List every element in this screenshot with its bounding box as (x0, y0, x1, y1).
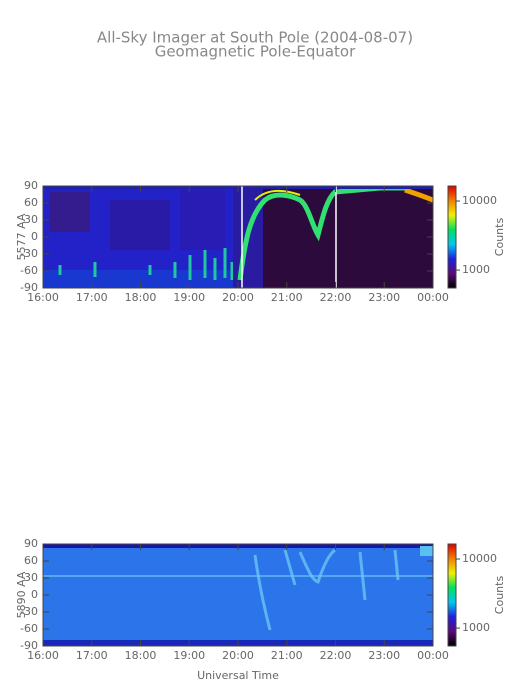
x-tick-label: 21:00 (271, 649, 303, 662)
x-tick-label: 22:00 (320, 291, 352, 304)
y-tick-label: 90 (24, 537, 38, 550)
x-tick-label: 21:00 (271, 291, 303, 304)
colorbar-tick-label: 10000 (462, 194, 497, 207)
chart-subtitle: Geomagnetic Pole-Equator (155, 43, 356, 61)
x-tick-label: 16:00 (27, 649, 59, 662)
y-tick-label: -30 (20, 247, 38, 260)
colorbar (447, 543, 457, 647)
colorbar-label: Counts (493, 218, 506, 257)
x-tick-label: 18:00 (125, 649, 157, 662)
x-tick-label: 17:00 (76, 649, 108, 662)
y-tick-label: -60 (20, 622, 38, 635)
x-tick-label: 20:00 (222, 649, 254, 662)
colorbar-tick-label: 1000 (462, 263, 490, 276)
x-tick-label: 22:00 (320, 649, 352, 662)
colorbar-tick-label: 10000 (462, 552, 497, 565)
y-tick-label: -60 (20, 264, 38, 277)
y-tick-label: -30 (20, 605, 38, 618)
keogram-image (43, 186, 433, 288)
colorbar-label: Counts (493, 576, 506, 615)
y-tick-label: 60 (24, 554, 38, 567)
colorbar-tick-label: 1000 (462, 621, 490, 634)
x-axis-label: Universal Time (197, 669, 279, 680)
y-tick-label: 90 (24, 179, 38, 192)
y-tick-label: 60 (24, 196, 38, 209)
x-tick-label: 19:00 (173, 649, 205, 662)
colorbar (447, 185, 457, 289)
x-tick-label: 18:00 (125, 291, 157, 304)
y-tick-label: 0 (31, 230, 38, 243)
x-tick-label: 00:00 (417, 649, 449, 662)
y-tick-label: 30 (24, 213, 38, 226)
x-tick-label: 23:00 (368, 291, 400, 304)
chart-title: All-Sky Imager at South Pole (2004-08-07… (97, 29, 413, 47)
x-tick-label: 17:00 (76, 291, 108, 304)
y-tick-label: 30 (24, 571, 38, 584)
y-tick-label: 0 (31, 588, 38, 601)
x-tick-label: 00:00 (417, 291, 449, 304)
x-tick-label: 20:00 (222, 291, 254, 304)
y-axis-label: 5577 AA (15, 213, 28, 260)
x-tick-label: 16:00 (27, 291, 59, 304)
x-tick-label: 23:00 (368, 649, 400, 662)
y-tick-label: -90 (20, 281, 38, 294)
x-tick-label: 19:00 (173, 291, 205, 304)
y-axis-label: 5890 AA (15, 571, 28, 618)
keogram-image (43, 544, 433, 646)
y-tick-label: -90 (20, 639, 38, 652)
